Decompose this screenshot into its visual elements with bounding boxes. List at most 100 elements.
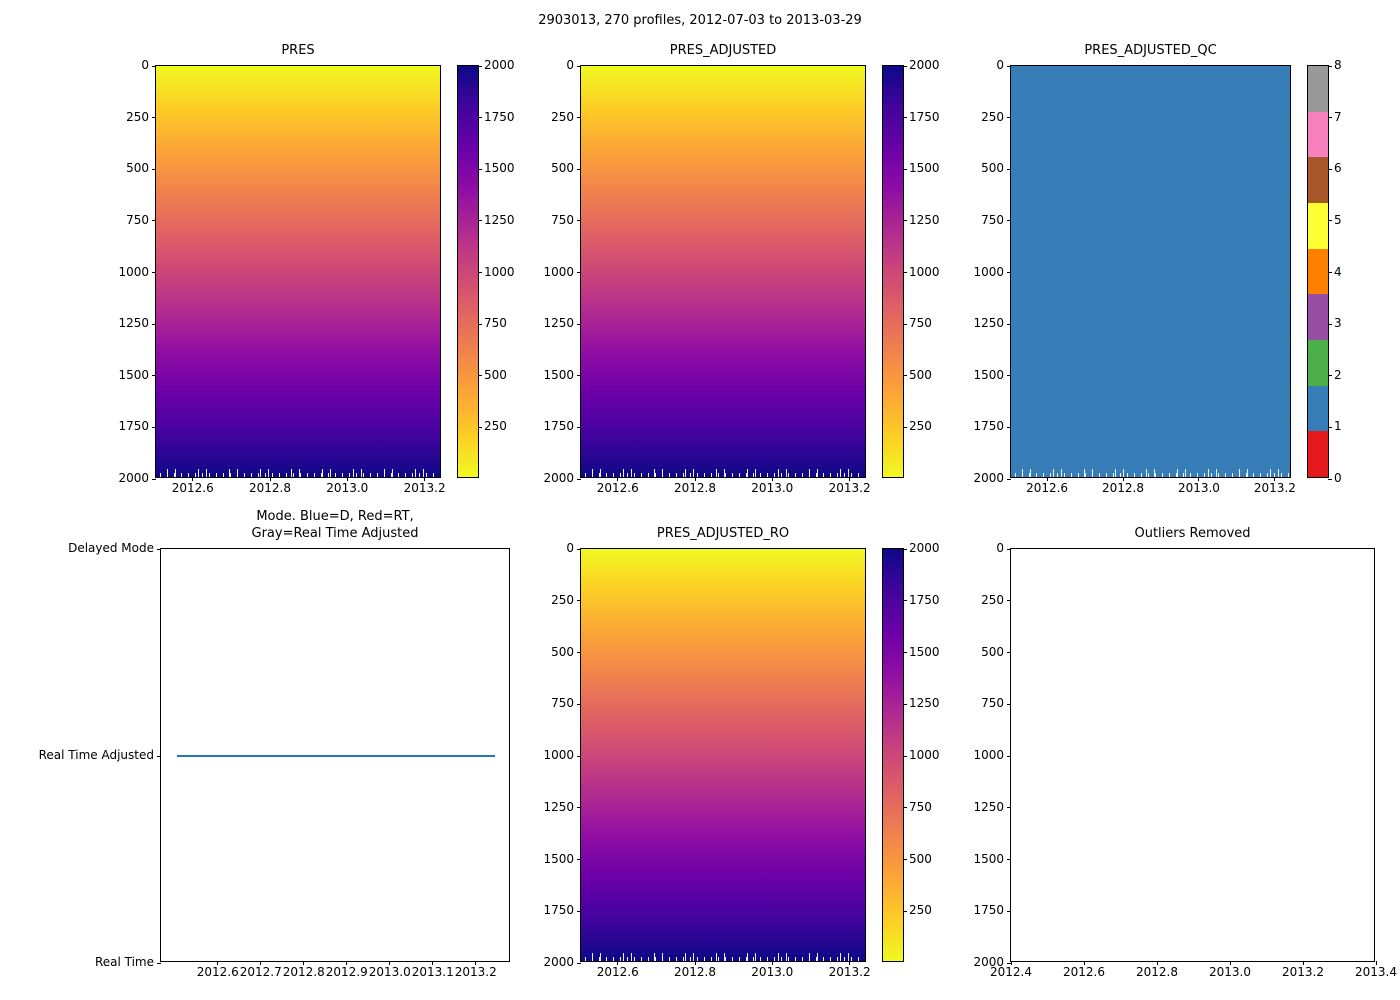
colorbar-tick-label: 1750 <box>484 109 515 124</box>
colorbar-tick <box>1328 323 1332 325</box>
x-tick <box>303 961 305 965</box>
x-tick <box>217 961 219 965</box>
y-tick <box>577 859 581 860</box>
y-tick-label: 1250 <box>973 316 1004 331</box>
colorbar-tick-label: 1 <box>1334 419 1342 434</box>
y-tick-label: 1750 <box>543 419 574 434</box>
colorbar-tick-label: 500 <box>909 367 932 382</box>
profile-bottom-noise <box>581 953 865 961</box>
y-tick-label: 0 <box>566 58 574 72</box>
x-tick <box>260 961 262 965</box>
axes-title-pres-adjusted: PRES_ADJUSTED <box>669 43 777 59</box>
y-tick-label: 1000 <box>973 748 1004 762</box>
y-tick <box>1007 548 1011 550</box>
qc-flag-color-segment <box>1308 111 1328 158</box>
colorbar-tick-label: 0 <box>1334 471 1342 485</box>
colorbar-tick <box>903 272 907 273</box>
colorbar-tick-label: 2 <box>1334 367 1342 382</box>
colorbar-pres-adjusted-ro: 250 500 750 1000 1250 1500 1750 2000 <box>882 541 940 962</box>
colorbar-tick <box>1328 272 1332 273</box>
colorbar-tick <box>1328 426 1332 428</box>
y-tick <box>1007 375 1011 377</box>
y-tick-label: 500 <box>551 644 574 659</box>
y-tick <box>157 962 161 964</box>
colorbar-tick <box>903 426 907 428</box>
colorbar-tick-label: 1500 <box>909 644 940 659</box>
y-tick <box>152 272 156 273</box>
colorbar-tick <box>478 168 482 170</box>
x-tick <box>432 961 434 965</box>
y-tick-label: 500 <box>551 161 574 176</box>
mode-line <box>176 755 496 757</box>
figure-suptitle: 2903013, 270 profiles, 2012-07-03 to 201… <box>538 13 862 28</box>
y-tick <box>1007 703 1011 705</box>
profile-bottom-noise <box>156 469 440 477</box>
y-tick-label: Delayed Mode <box>68 541 154 555</box>
colorbar-tick-label: 6 <box>1334 161 1342 176</box>
x-tick-label: 2013.2 <box>1253 481 1296 495</box>
y-tick <box>577 478 581 480</box>
y-tick <box>1007 65 1011 67</box>
y-tick-label: 750 <box>981 696 1004 711</box>
y-tick <box>1007 962 1011 964</box>
y-tick <box>1007 117 1011 119</box>
colorbar-tick-label: 5 <box>1334 212 1342 227</box>
colorbar-tick <box>903 117 907 119</box>
colorbar-tick <box>478 375 482 377</box>
colorbar-tick <box>1328 478 1332 480</box>
colorbar-tick <box>903 168 907 170</box>
x-tick-label: 2013.0 <box>326 481 369 495</box>
x-tick-label: 2012.8 <box>674 965 716 979</box>
colorbar-tick <box>903 807 907 809</box>
colorbar-tick-label: 250 <box>909 419 932 434</box>
x-tick-label: 2013.2 <box>828 965 871 979</box>
y-tick-label: 1750 <box>543 903 574 918</box>
colorbar-tick <box>903 323 907 325</box>
y-tick-label: 500 <box>126 161 149 176</box>
profile-bottom-noise <box>1011 473 1290 477</box>
x-tick <box>1010 961 1012 965</box>
colorbar-tick-label: 750 <box>909 799 932 814</box>
x-tick <box>1229 961 1231 965</box>
y-tick-label: 750 <box>551 212 574 227</box>
x-tick-label: 2012.9 <box>325 965 368 979</box>
x-tick-label: 2012.8 <box>1102 481 1145 495</box>
y-tick <box>577 168 581 170</box>
y-tick-label: 1000 <box>543 748 574 762</box>
colorbar-pres-adjusted: 250 500 750 1000 1250 1500 1750 2000 <box>882 58 940 478</box>
x-tick <box>346 477 348 481</box>
colorbar-tick-label: 1000 <box>484 264 515 279</box>
x-tick <box>1122 477 1124 481</box>
y-tick-label: 1750 <box>973 903 1004 918</box>
x-tick-label: 2012.8 <box>674 481 716 495</box>
y-tick <box>1007 600 1011 602</box>
colorbar-tick <box>1328 168 1332 170</box>
colorbar-tick-label: 1750 <box>909 109 940 124</box>
colorbar-tick-label: 4 <box>1334 264 1342 279</box>
y-tick <box>577 652 581 653</box>
y-tick <box>1007 323 1011 325</box>
colorbar-tick <box>1328 220 1332 222</box>
x-tick-label: 2013.2 <box>1282 965 1324 979</box>
colorbar-tick-label: 1500 <box>484 161 515 176</box>
x-tick-label: 2013.0 <box>751 965 794 979</box>
x-tick-label: 2012.8 <box>1136 965 1178 979</box>
profile-bottom-noise <box>581 957 865 961</box>
y-tick <box>152 478 156 480</box>
colorbar-tick <box>478 323 482 325</box>
qc-flag-color-segment <box>1308 248 1328 295</box>
x-tick-label: 2013.0 <box>751 481 794 495</box>
colorbar-tick-label: 250 <box>484 419 507 434</box>
y-tick-label: 0 <box>566 541 574 555</box>
y-tick-label: 750 <box>126 212 149 227</box>
x-tick <box>849 477 851 481</box>
y-tick-label: 1500 <box>543 851 574 866</box>
y-tick-label: 250 <box>551 592 574 607</box>
y-tick-label: 1750 <box>973 419 1004 434</box>
x-tick-label: 2012.8 <box>249 481 291 495</box>
x-tick-label: 2013.0 <box>368 965 411 979</box>
colorbar-tick-label: 750 <box>909 316 932 331</box>
y-tick <box>1007 220 1011 222</box>
heatmap-pres-adjusted-ro: PRES_ADJUSTED_RO 2012.6 2012.8 2013.0 2013.… <box>543 526 870 979</box>
